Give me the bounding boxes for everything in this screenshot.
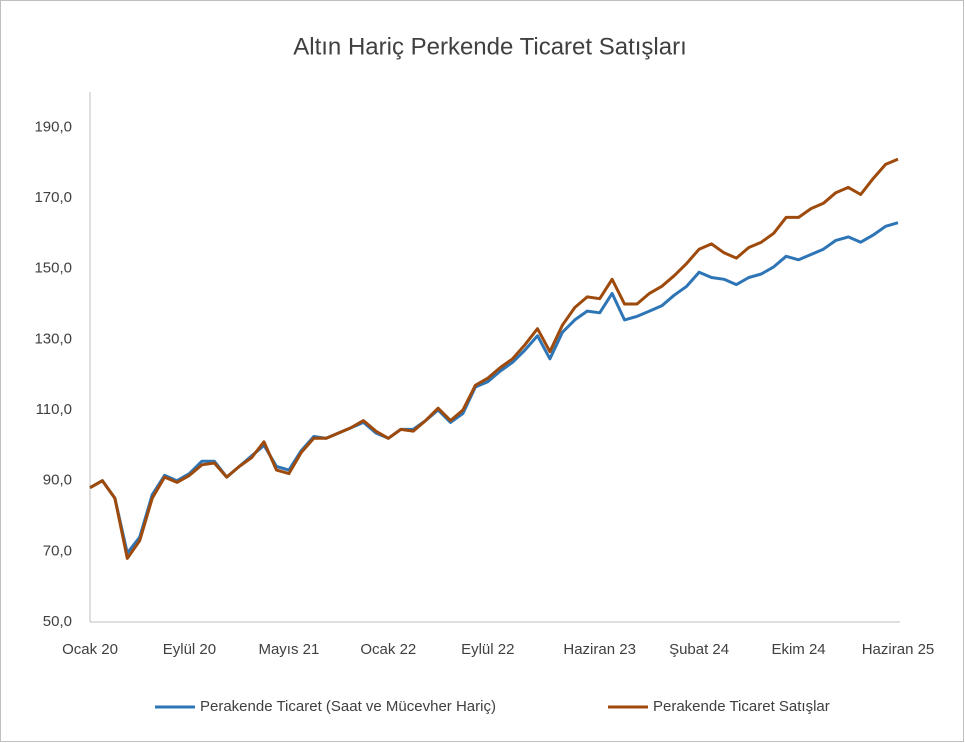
y-tick-label: 190,0 [34, 118, 72, 135]
chart-title: Altın Hariç Perkende Ticaret Satışları [293, 33, 687, 60]
x-tick-label: Haziran 23 [563, 641, 636, 658]
y-tick-label: 110,0 [36, 401, 72, 418]
x-tick-label: Ekim 24 [771, 641, 825, 658]
y-tick-label: 90,0 [43, 472, 72, 489]
x-tick-label: Ocak 20 [62, 641, 118, 658]
y-tick-label: 70,0 [43, 542, 72, 559]
x-tick-label: Haziran 25 [862, 641, 935, 658]
x-tick-label: Eylül 20 [163, 641, 216, 658]
y-tick-label: 50,0 [43, 613, 72, 630]
x-tick-label: Ocak 22 [360, 641, 416, 658]
y-tick-label: 170,0 [34, 189, 72, 206]
series-line [89, 157, 899, 560]
x-tick-label: Mayıs 21 [258, 641, 319, 658]
y-tick-label: 130,0 [34, 330, 72, 347]
legend-label: Perakende Ticaret (Saat ve Mücevher Hari… [200, 698, 496, 715]
x-tick-label: Şubat 24 [669, 641, 729, 658]
x-tick-label: Eylül 22 [461, 641, 514, 658]
y-tick-label: 150,0 [34, 260, 72, 277]
legend-label: Perakende Ticaret Satışlar [653, 698, 830, 715]
